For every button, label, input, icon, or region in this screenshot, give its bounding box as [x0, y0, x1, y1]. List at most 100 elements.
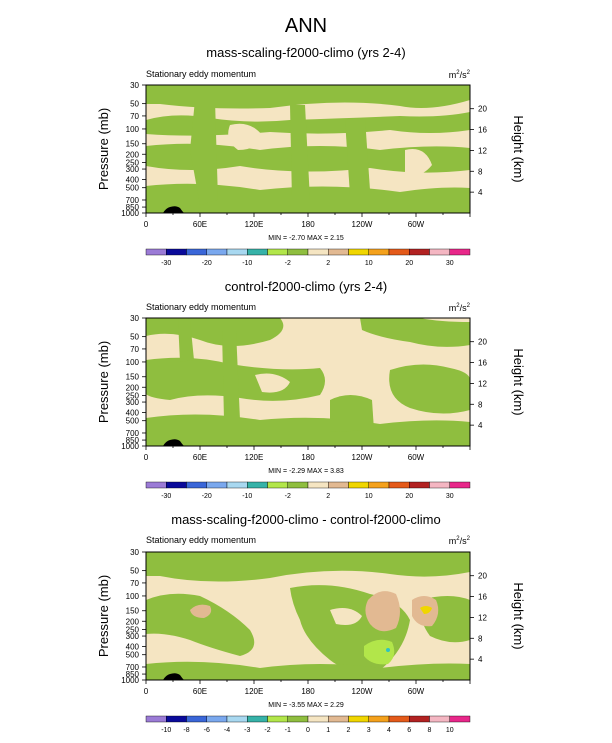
y2-tick-label: 20	[478, 572, 487, 581]
colorbar-label: 10	[365, 260, 373, 267]
y-tick-label: 150	[126, 373, 140, 382]
colorbar-label: -30	[161, 260, 171, 267]
colorbar-swatch	[388, 481, 410, 489]
colorbar-swatch	[226, 248, 248, 256]
y2-tick-label: 16	[478, 126, 487, 135]
panel-2-contour-field	[146, 318, 470, 446]
colorbar-label: -20	[202, 493, 212, 500]
panel-2-cream-patch	[255, 373, 290, 393]
x-tick-label: 60E	[193, 687, 207, 696]
panel-2-colorbar: -30 -20 -10 -2 2 10 20 30	[145, 481, 471, 500]
colorbar-label: -2	[264, 727, 270, 734]
y2-tick-label: 4	[478, 655, 483, 664]
panel-1-green-region	[146, 112, 470, 136]
colorbar-label: -3	[244, 727, 250, 734]
colorbar-label: 20	[405, 260, 413, 267]
panel-3-tan-contour	[365, 591, 400, 632]
colorbar-label: 30	[446, 493, 454, 500]
panel-2-green-region	[330, 395, 374, 432]
x-tick-label: 120W	[352, 220, 373, 229]
panel-3-tan-contour	[190, 604, 212, 618]
colorbar-label: -2	[285, 260, 291, 267]
y2-tick-label: 4	[478, 421, 483, 430]
panel-1-contour-field	[146, 85, 470, 213]
colorbar-swatch	[307, 715, 329, 723]
y-tick-label: 300	[126, 165, 140, 174]
x-tick-label: 180	[301, 453, 315, 462]
colorbar-swatch	[368, 481, 390, 489]
colorbar-label: -8	[183, 727, 189, 734]
panel-1-cream-patch	[228, 123, 262, 150]
y-tick-label: 850	[126, 436, 140, 445]
panel-1: mass-scaling-f2000-climo (yrs 2-4) Stati…	[96, 45, 526, 267]
y-tick-label: 1000	[121, 676, 139, 685]
y-tick-label: 700	[126, 663, 140, 672]
panel-2-green-region	[222, 330, 240, 420]
colorbar-label: -2	[285, 493, 291, 500]
y-tick-label: 70	[130, 579, 139, 588]
x-tick-label: 60E	[193, 220, 207, 229]
panel-2-topography	[163, 439, 184, 446]
colorbar-swatch	[449, 715, 471, 723]
panel-1-x-ticks: 0 60E 120E 180 120W 60W	[144, 213, 471, 229]
panel-3-x-ticks: 0 60E 120E 180 120W 60W	[144, 680, 471, 696]
panel-1-green-region	[345, 118, 370, 195]
panel-1-cream-patch	[405, 149, 432, 175]
panel-1-topography	[163, 206, 184, 213]
panel-1-colorbar: -30 -20 -10 -2 2 10 20 30	[145, 248, 471, 267]
panel-2-y2-ticks: 4 8 12 16 20	[470, 338, 487, 430]
colorbar-swatch	[287, 715, 309, 723]
colorbar-swatch	[186, 715, 207, 723]
y-tick-label: 700	[126, 196, 140, 205]
panel-1-title: mass-scaling-f2000-climo (yrs 2-4)	[206, 45, 405, 60]
y-tick-label: 70	[130, 112, 139, 121]
panel-1-y2-ticks: 4 8 12 16 20	[470, 105, 487, 197]
panel-1-green-region	[146, 143, 470, 173]
panel-1-y2-axis-title: Height (km)	[511, 115, 526, 182]
panel-3-y2-axis-title: Height (km)	[511, 582, 526, 649]
colorbar-swatch	[328, 248, 349, 256]
x-tick-label: 120E	[245, 453, 264, 462]
y-tick-label: 150	[126, 607, 140, 616]
colorbar-swatch	[368, 248, 390, 256]
colorbar-swatch	[145, 481, 167, 489]
panel-2: control-f2000-climo (yrs 2-4) Stationary…	[96, 279, 526, 500]
y-tick-label: 30	[130, 548, 139, 557]
y2-tick-label: 8	[478, 634, 483, 643]
colorbar-swatch	[409, 248, 430, 256]
panel-1-green-region	[190, 100, 218, 205]
panel-3-green-region	[146, 552, 470, 582]
colorbar-swatch	[145, 248, 167, 256]
panel-2-green-region	[389, 364, 470, 414]
colorbar-swatch	[206, 715, 228, 723]
colorbar-label: 20	[405, 493, 413, 500]
colorbar-swatch	[206, 481, 228, 489]
y2-tick-label: 20	[478, 105, 487, 114]
panel-3-variable-label: Stationary eddy momentum	[146, 535, 256, 545]
colorbar-swatch	[267, 715, 288, 723]
colorbar-swatch	[348, 248, 369, 256]
panel-2-x-ticks: 0 60E 120E 180 120W 60W	[144, 446, 471, 462]
y-tick-label: 1000	[121, 442, 139, 451]
panel-2-min-max: MIN = -2.29 MAX = 3.83	[268, 468, 344, 475]
x-tick-label: 180	[301, 220, 315, 229]
x-tick-label: 60W	[408, 453, 425, 462]
x-tick-label: 60W	[408, 220, 425, 229]
y-tick-label: 500	[126, 184, 140, 193]
x-tick-label: 120E	[245, 220, 264, 229]
y-tick-label: 50	[130, 567, 139, 576]
colorbar-swatch	[388, 248, 410, 256]
y-tick-label: 850	[126, 670, 140, 679]
panel-3-green-region	[146, 593, 255, 656]
panel-2-green-region	[360, 318, 470, 347]
y-tick-label: 200	[126, 383, 140, 392]
y2-tick-label: 16	[478, 359, 487, 368]
colorbar-swatch	[449, 248, 471, 256]
y2-tick-label: 8	[478, 167, 483, 176]
colorbar-swatch	[247, 481, 268, 489]
y-tick-label: 100	[126, 125, 140, 134]
panel-2-variable-label: Stationary eddy momentum	[146, 302, 256, 312]
